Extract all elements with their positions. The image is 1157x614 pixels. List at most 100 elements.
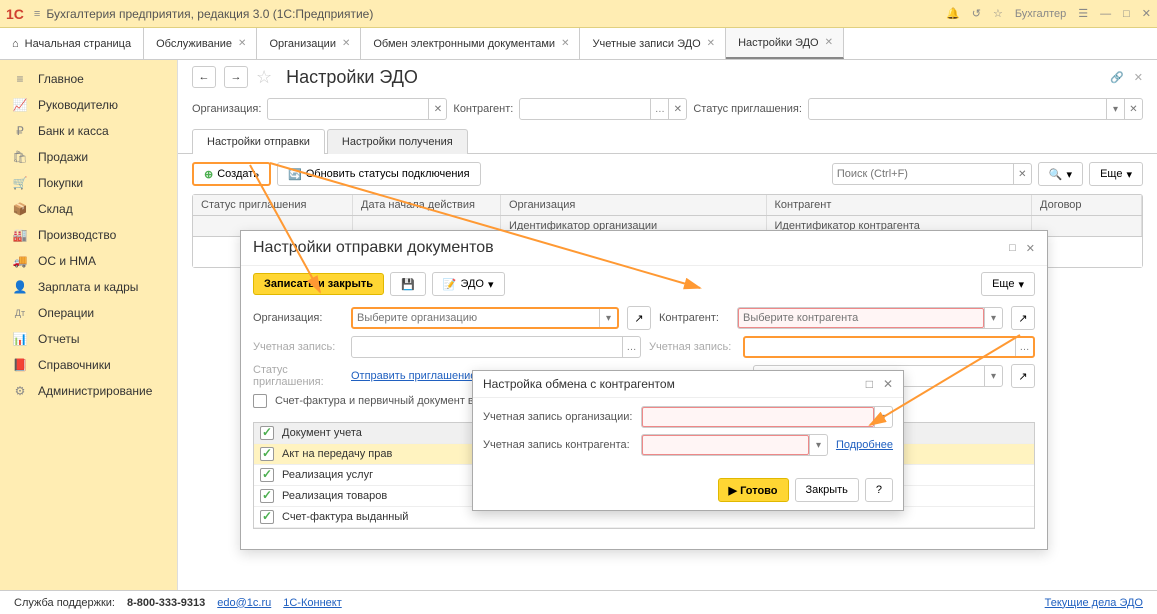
sidebar-item-main[interactable]: ≡Главное [0,66,177,92]
sidebar-item-sales[interactable]: 🛍Продажи [0,144,177,170]
checkbox-icon[interactable] [260,426,274,440]
checkbox[interactable] [260,489,274,503]
tab-settings[interactable]: Настройки ЭДО✕ [726,28,844,59]
org-input[interactable]: ▾ [351,307,619,329]
checkbox[interactable] [253,394,267,408]
dropdown-icon[interactable]: ▾ [1106,99,1124,119]
bell-icon[interactable]: 🔔 [946,7,960,20]
minimize-icon[interactable]: — [1100,8,1111,20]
done-button[interactable]: ▶ Готово [718,478,789,502]
refresh-button[interactable]: 🔄Обновить статусы подключения [277,162,481,186]
home-tab[interactable]: ⌂ Начальная страница [0,28,144,59]
favorite-icon[interactable]: ☆ [256,67,272,88]
close-icon[interactable]: ✕ [825,37,833,48]
checkbox[interactable] [260,468,274,482]
sidebar-item-operations[interactable]: ДтОперации [0,300,177,326]
close-icon[interactable]: ✕ [342,38,350,49]
close-page-icon[interactable]: ✕ [1134,71,1143,84]
open-icon[interactable]: ↗ [1011,306,1035,330]
tab-service[interactable]: Обслуживание✕ [144,28,257,59]
dropdown-icon[interactable]: ▾ [599,309,617,327]
filter-row: Организация: ✕ Контрагент: …✕ Статус при… [178,94,1157,128]
sidebar-item-payroll[interactable]: 👤Зарплата и кадры [0,274,177,300]
sidebar-item-production[interactable]: 🏭Производство [0,222,177,248]
tab-exchange[interactable]: Обмен электронными документами✕ [361,28,580,59]
chart-icon: 📈 [12,98,28,112]
user-label[interactable]: Бухгалтер [1015,8,1066,20]
dots-icon[interactable]: … [622,337,640,357]
contr-filter[interactable]: …✕ [519,98,687,120]
sidebar-item-catalogs[interactable]: 📕Справочники [0,352,177,378]
clear-icon[interactable]: ✕ [428,99,446,119]
person-icon: 👤 [12,280,28,294]
close-icon[interactable]: ✕ [707,38,715,49]
checkbox[interactable] [260,510,274,524]
status-filter[interactable]: ▾✕ [808,98,1143,120]
dots-icon[interactable]: … [650,99,668,119]
send-invite-link[interactable]: Отправить приглашение [351,370,476,382]
dropdown-icon[interactable]: ▾ [874,407,892,427]
more-link[interactable]: Подробнее [836,439,893,451]
sidebar-toggle-icon[interactable]: ☰ [1078,7,1088,20]
star-icon[interactable]: ☆ [993,7,1003,20]
save-button[interactable]: 💾 [390,272,426,296]
back-button[interactable]: ← [192,66,216,88]
close-icon[interactable]: ✕ [883,377,893,391]
tab-orgs[interactable]: Организации✕ [257,28,361,59]
history-icon[interactable]: ↺ [972,7,981,20]
checkbox[interactable] [260,447,274,461]
close-icon[interactable]: ✕ [1026,242,1035,255]
clear-icon[interactable]: ✕ [1013,164,1031,184]
sidebar-item-reports[interactable]: 📊Отчеты [0,326,177,352]
tab-accounts[interactable]: Учетные записи ЭДО✕ [580,28,726,59]
dropdown-icon[interactable]: ▾ [809,435,827,455]
support-email[interactable]: edo@1c.ru [217,597,271,609]
maximize-icon[interactable]: □ [1123,8,1130,20]
home-label: Начальная страница [25,38,131,50]
acc-contr-input[interactable]: … [743,336,1035,358]
search-input[interactable]: ✕ [832,163,1032,185]
open-icon[interactable]: ↗ [627,306,651,330]
contr-input[interactable]: ▾ [737,307,1003,329]
sidebar-item-purchases[interactable]: 🛒Покупки [0,170,177,196]
link-icon[interactable]: 🔗 [1110,71,1124,84]
sidebar-item-bank[interactable]: ₽Банк и касса [0,118,177,144]
subtab-send[interactable]: Настройки отправки [192,129,325,154]
sidebar-item-warehouse[interactable]: 📦Склад [0,196,177,222]
close-button[interactable]: Закрыть [795,478,859,502]
f2-input[interactable]: ▾ [641,434,828,456]
clear-icon[interactable]: ✕ [1124,99,1142,119]
sidebar-item-manager[interactable]: 📈Руководителю [0,92,177,118]
clear-icon[interactable]: ✕ [668,99,686,119]
forward-button[interactable]: → [224,66,248,88]
close-icon[interactable]: ✕ [238,38,246,49]
menu-icon[interactable]: ≡ [34,8,40,20]
maximize-icon[interactable]: □ [866,377,873,391]
f1-input[interactable]: ▾ [641,406,893,428]
subtab-recv[interactable]: Настройки получения [327,129,468,154]
close-icon[interactable]: ✕ [561,38,569,49]
connect-link[interactable]: 1С-Коннект [283,597,342,609]
sidebar-item-assets[interactable]: 🚚ОС и НМА [0,248,177,274]
maximize-icon[interactable]: □ [1009,242,1016,255]
dropdown-icon[interactable]: ▾ [984,308,1002,328]
dots-icon[interactable]: … [1015,338,1033,356]
titlebar: 1C ≡ Бухгалтерия предприятия, редакция 3… [0,0,1157,28]
create-button[interactable]: ⊕Создать [192,162,271,186]
org-filter-label: Организация: [192,103,261,115]
save-close-button[interactable]: Записать и закрыть [253,273,384,295]
open-icon[interactable]: ↗ [1011,364,1035,388]
ruble-icon: ₽ [12,124,28,138]
org-filter[interactable]: ✕ [267,98,447,120]
edo-button[interactable]: 📝 ЭДО ▾ [432,272,505,296]
more-button[interactable]: Еще ▾ [981,272,1035,296]
edo-link[interactable]: Текущие дела ЭДО [1045,597,1143,609]
acc-input[interactable]: … [351,336,641,358]
modal-title: Настройки отправки документов [253,239,494,257]
more-button[interactable]: Еще ▾ [1089,162,1143,186]
dropdown-icon[interactable]: ▾ [984,366,1002,386]
close-icon[interactable]: ✕ [1142,7,1151,20]
sidebar-item-admin[interactable]: ⚙Администрирование [0,378,177,404]
search-button[interactable]: 🔍▾ [1038,162,1083,186]
help-button[interactable]: ? [865,478,893,502]
